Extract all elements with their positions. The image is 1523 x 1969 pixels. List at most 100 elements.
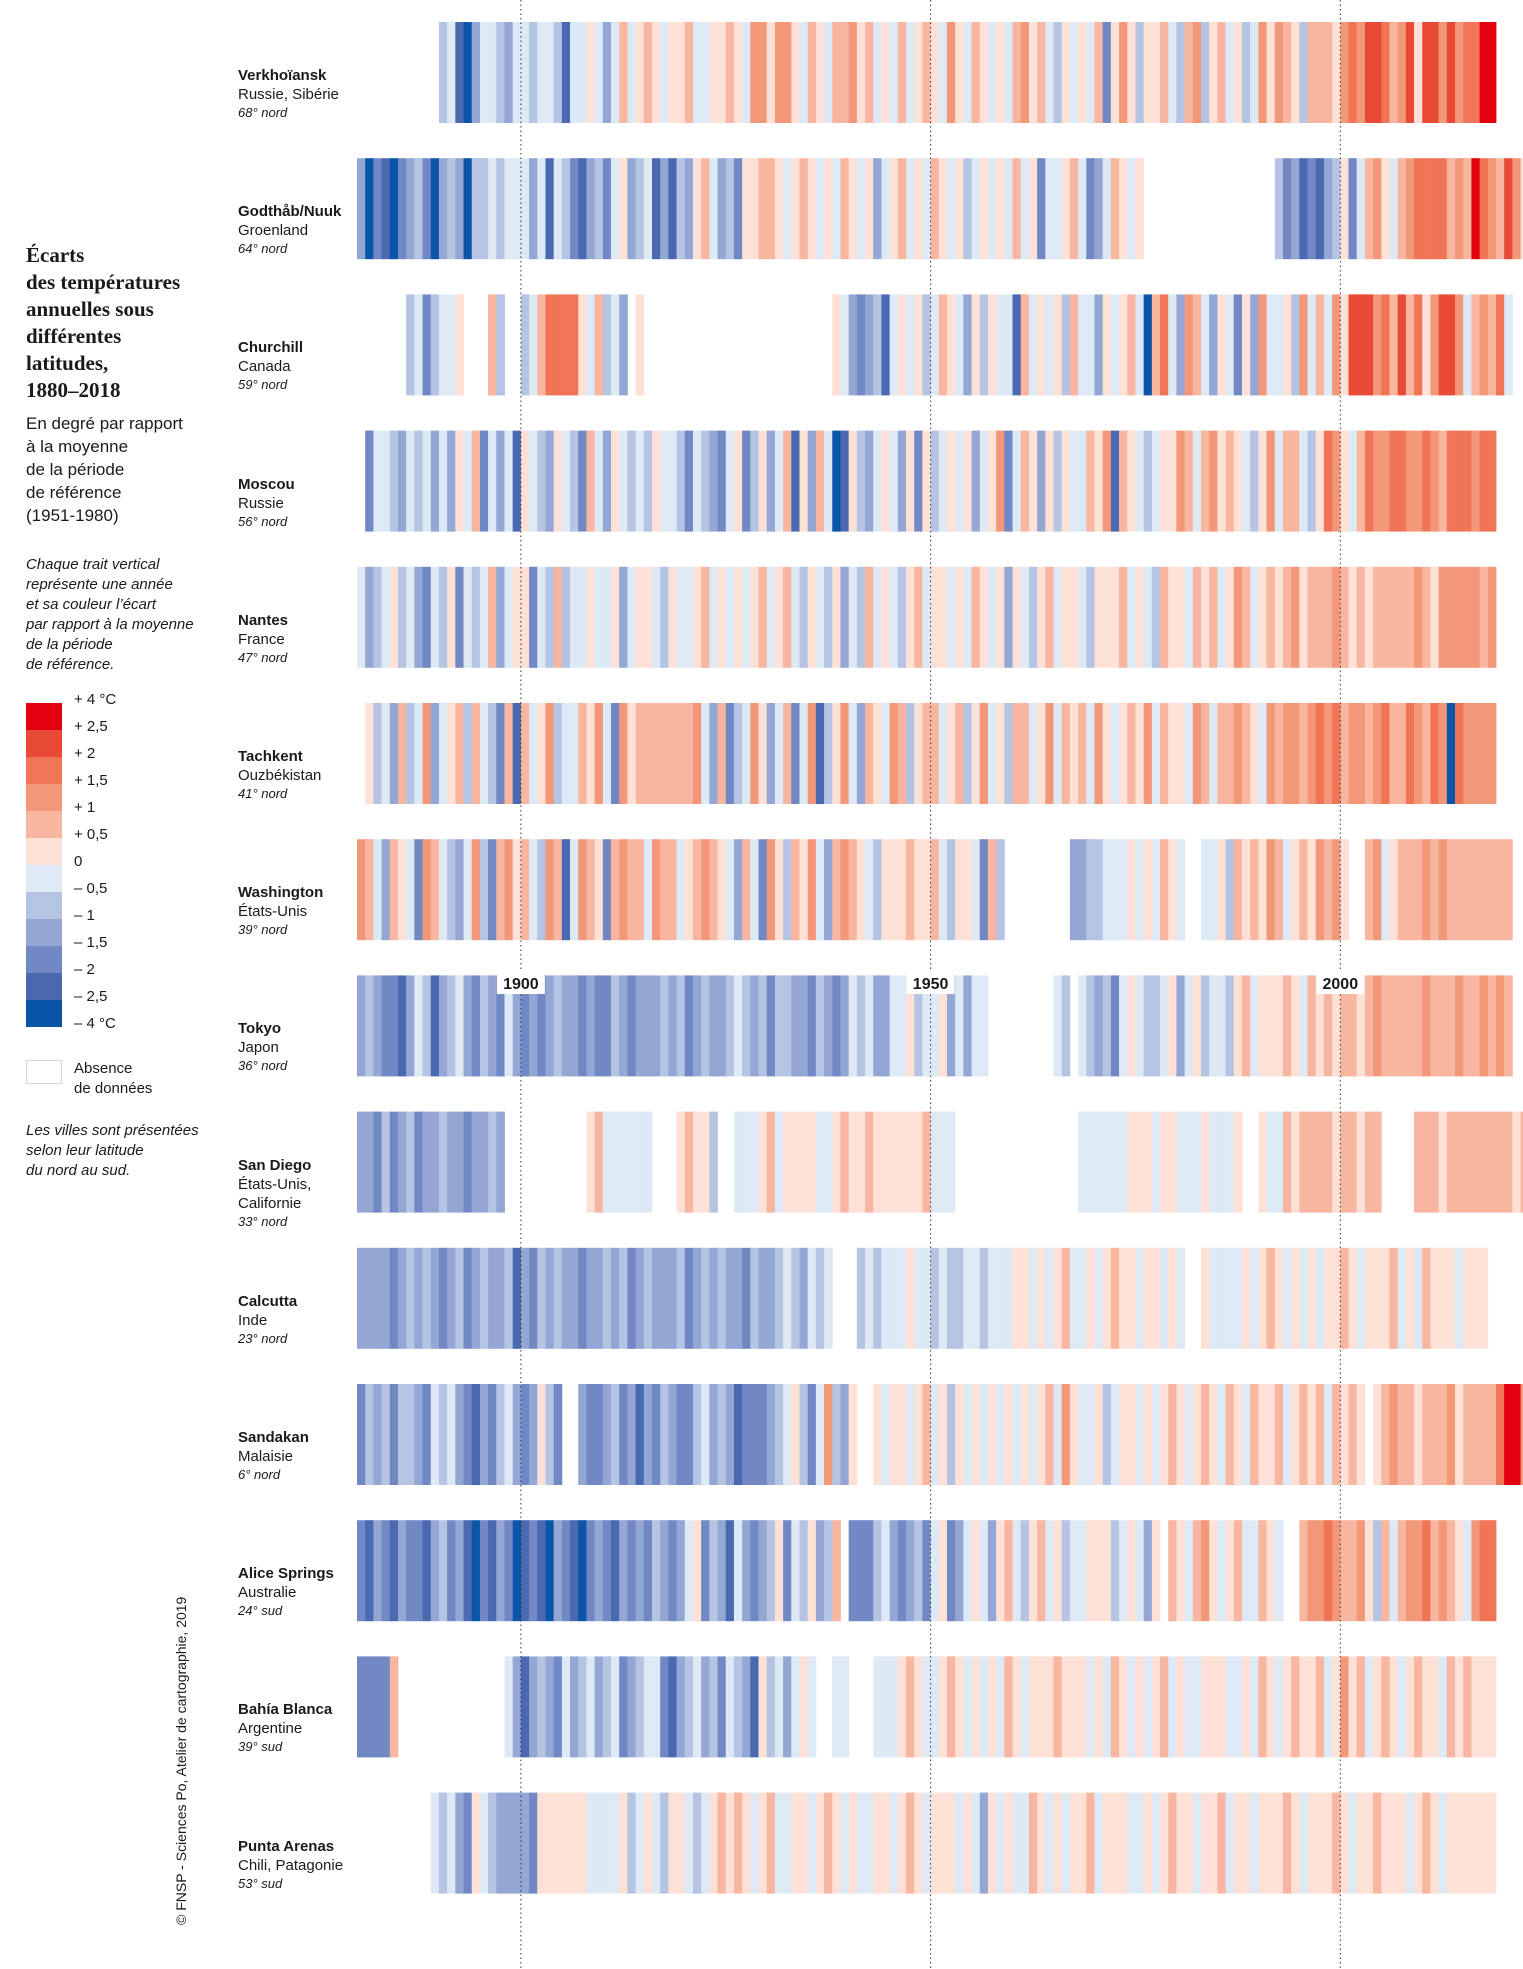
year-stripe <box>635 1247 645 1349</box>
year-stripe <box>1020 1520 1030 1622</box>
year-stripe <box>651 566 661 668</box>
year-stripe <box>1217 22 1226 123</box>
year-stripe <box>1340 566 1349 668</box>
year-stripe <box>971 1384 981 1485</box>
year-stripe <box>1381 1792 1390 1894</box>
year-stripe <box>438 1792 448 1894</box>
year-stripe <box>1348 975 1358 1077</box>
city-label: Washington États-Unis 39° nord <box>238 883 363 939</box>
year-stripe <box>447 839 456 941</box>
year-stripe <box>725 566 735 668</box>
year-stripe <box>865 158 874 260</box>
year-stripe <box>1455 430 1464 532</box>
year-stripe <box>1356 430 1366 532</box>
year-stripe <box>537 430 546 532</box>
year-stripe <box>807 1520 817 1622</box>
year-stripe <box>791 1792 800 1894</box>
year-stripe <box>742 1520 751 1622</box>
year-stripe <box>1151 1111 1161 1213</box>
year-stripe <box>881 839 891 941</box>
city-name: Bahía Blanca <box>238 1701 333 1719</box>
year-stripe <box>824 1111 833 1213</box>
year-stripe <box>471 1520 481 1622</box>
year-stripe <box>545 430 555 532</box>
year-stripe <box>832 1520 841 1622</box>
city-latitude: 53° sud <box>238 1875 283 1891</box>
year-stripe <box>1102 430 1112 532</box>
year-stripe <box>422 975 432 1077</box>
year-stripe <box>594 1520 604 1622</box>
year-stripe <box>430 1384 440 1485</box>
year-stripe <box>692 839 702 941</box>
year-stripe <box>414 1384 423 1485</box>
year-stripe <box>914 839 923 941</box>
year-stripe <box>1266 22 1276 123</box>
year-stripe <box>463 975 473 1077</box>
year-stripe <box>955 839 964 941</box>
year-stripe <box>856 1247 866 1349</box>
year-stripe <box>1192 430 1202 532</box>
year-stripe <box>1348 1111 1358 1213</box>
year-stripe <box>529 703 538 804</box>
stripe-row <box>357 975 1513 1077</box>
city-latitude: 39° sud <box>238 1739 283 1755</box>
year-stripe <box>1201 1111 1210 1213</box>
year-stripe <box>938 158 948 260</box>
year-stripe <box>676 703 686 804</box>
year-stripe <box>1307 1520 1317 1622</box>
city-latitude: 64° nord <box>238 241 288 257</box>
year-stripe <box>1332 294 1341 396</box>
year-stripe <box>873 1384 882 1485</box>
year-stripe <box>840 703 850 804</box>
year-stripe <box>496 158 505 260</box>
year-stripe <box>1389 158 1399 260</box>
year-stripe <box>971 294 981 396</box>
year-stripe <box>996 1520 1005 1622</box>
year-stripe <box>1069 1656 1079 1758</box>
year-stripe <box>922 566 931 668</box>
year-stripe <box>1250 1792 1259 1894</box>
year-stripe <box>438 430 448 532</box>
year-stripe <box>1250 1247 1259 1349</box>
year-stripe <box>1430 158 1440 260</box>
year-stripe <box>955 1384 964 1485</box>
year-stripe <box>611 839 620 941</box>
year-stripe <box>1069 294 1079 396</box>
year-stripe <box>1225 1247 1235 1349</box>
year-stripe <box>971 975 981 1077</box>
year-stripe <box>1176 1111 1186 1213</box>
year-stripe <box>996 1384 1005 1485</box>
year-stripe <box>471 430 481 532</box>
year-stripe <box>1102 1656 1112 1758</box>
city-name: Tokyo <box>238 1020 282 1038</box>
year-stripe <box>381 566 391 668</box>
year-stripe <box>627 703 636 804</box>
year-stripe <box>1315 430 1325 532</box>
year-stripe <box>488 839 497 941</box>
year-stripe <box>848 839 858 941</box>
year-stripe <box>1028 22 1038 123</box>
year-stripe <box>496 975 505 1077</box>
year-stripe <box>1299 1520 1308 1622</box>
year-stripe <box>1381 294 1390 396</box>
year-stripe <box>430 975 440 1077</box>
year-stripe <box>1446 839 1456 941</box>
year-stripe <box>791 1656 800 1758</box>
year-stripe <box>1217 1384 1226 1485</box>
year-stripe <box>1028 1792 1038 1894</box>
year-stripe <box>1061 294 1071 396</box>
year-stripe <box>873 1520 882 1622</box>
year-stripe <box>496 1111 505 1213</box>
year-stripe <box>619 294 628 396</box>
year-stripe <box>627 1656 636 1758</box>
year-stripe <box>1176 294 1186 396</box>
year-stripe <box>1446 294 1456 396</box>
year-stripe <box>545 1247 555 1349</box>
year-stripe <box>1028 158 1038 260</box>
year-stripe <box>660 839 669 941</box>
year-stripe <box>1471 1792 1481 1894</box>
year-stripe <box>832 1384 841 1485</box>
year-stripe <box>365 430 374 532</box>
year-stripe <box>1250 703 1259 804</box>
year-stripe <box>1397 839 1407 941</box>
